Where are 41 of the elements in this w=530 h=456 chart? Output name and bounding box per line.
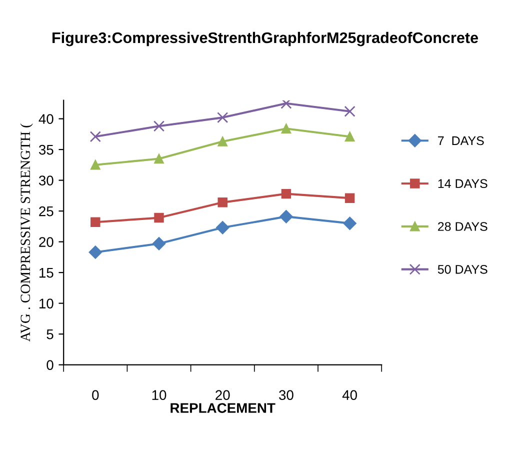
point	[217, 112, 228, 124]
point	[344, 132, 355, 142]
point	[344, 106, 356, 117]
point	[90, 131, 101, 142]
y-tick-label: 35	[38, 144, 54, 155]
y-tick-label: 10	[39, 298, 54, 308]
point	[281, 188, 292, 199]
point	[90, 160, 100, 170]
x-tick-label: 40	[342, 390, 357, 400]
point	[216, 221, 230, 234]
point	[218, 198, 228, 208]
point	[152, 237, 166, 250]
y-tick-label: 30	[38, 176, 54, 186]
x-tick-label: 0	[92, 390, 99, 400]
x-axis-title: REPLACEMENT	[170, 403, 276, 413]
point	[153, 120, 165, 132]
x-tick-label: 10	[152, 390, 166, 400]
y-tick-label: 0	[46, 360, 54, 370]
y-tick-label: 15	[39, 268, 54, 278]
point	[280, 210, 293, 224]
y-tick-label: 20	[39, 237, 54, 247]
point	[88, 246, 102, 259]
point	[154, 212, 164, 223]
chart-title: Figure3:CompressiveStrenthGraphforM25gradeofConcrete	[52, 32, 478, 46]
x-tick-label: 20	[216, 390, 230, 400]
point	[344, 193, 355, 203]
point	[218, 136, 228, 146]
y-tick-label: 40	[38, 114, 54, 124]
legend-label: 7 DAYS	[438, 136, 484, 146]
point	[154, 154, 164, 164]
legend-label: 50 DAYS	[438, 264, 488, 274]
point	[90, 217, 100, 227]
y-tick-label: 5	[46, 330, 54, 340]
point	[280, 100, 292, 109]
y-tick-label: 25	[39, 206, 54, 216]
legend-label: 14 DAYS	[438, 179, 488, 188]
y-axis-title: AVG . COMPRESSIVE STRENGTH (	[20, 124, 33, 342]
legend-label: 28 DAYS	[438, 222, 488, 231]
point	[281, 124, 292, 134]
x-tick-label: 30	[279, 390, 294, 400]
point	[343, 216, 356, 230]
